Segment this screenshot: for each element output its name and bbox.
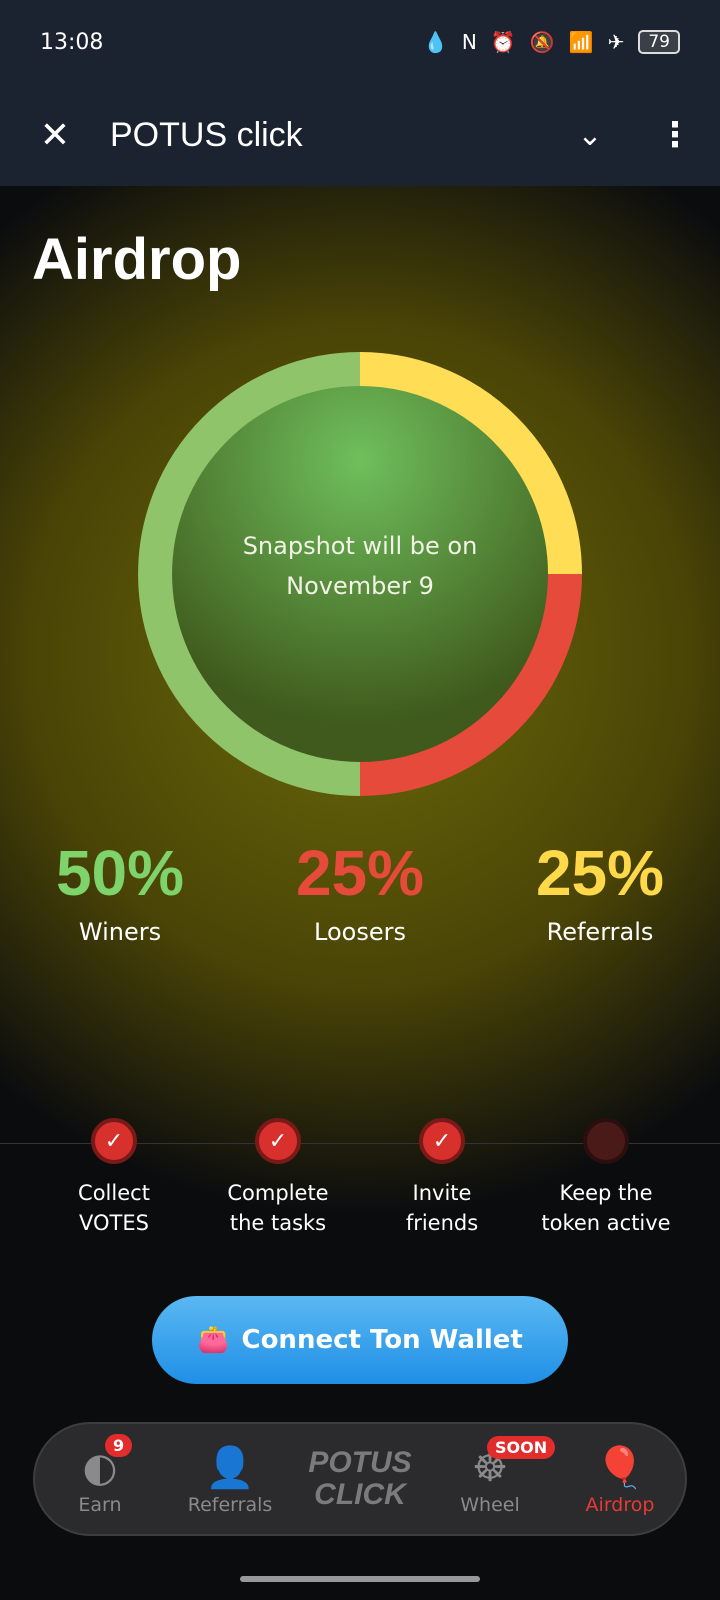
nav-label: Airdrop: [585, 1494, 655, 1516]
snapshot-text: Snapshot will be on November 9: [200, 526, 520, 606]
nav-referrals[interactable]: 👤 Referrals: [165, 1442, 295, 1516]
stats-row: 50% Winers 25% Loosers 25% Referrals: [0, 836, 720, 946]
airplane-icon: ✈: [607, 30, 625, 54]
step-label: VOTES: [79, 1211, 149, 1235]
nav-earn[interactable]: ◐ 9 Earn: [35, 1434, 165, 1516]
stat-label: Winers: [78, 918, 162, 946]
alarm-icon: ⏰: [490, 30, 516, 54]
donut-center: [170, 384, 550, 764]
step-label: Keep the: [559, 1181, 653, 1205]
stat-label: Loosers: [314, 918, 406, 946]
add-user-icon: 👤: [205, 1445, 255, 1491]
wifi-icon: 📶: [568, 30, 594, 54]
clock: 13:08: [40, 29, 104, 55]
balloons-icon: 🎈: [595, 1445, 645, 1491]
nav-airdrop[interactable]: 🎈 Airdrop: [555, 1442, 685, 1516]
status-bar: 13:08 💧 N ⏰ 🔕 📶 ✈ 79: [0, 0, 720, 84]
nav-home-logo[interactable]: POTUS CLICK: [295, 1447, 425, 1511]
check-icon: ✓: [255, 1118, 301, 1164]
steps-divider: [0, 1143, 720, 1144]
coins-icon: ◐: [82, 1445, 118, 1491]
check-icon: ✓: [91, 1118, 137, 1164]
drop-icon: 💧: [423, 30, 448, 54]
step-label: Invite: [412, 1181, 472, 1205]
app-title: POTUS click: [110, 115, 303, 154]
step-label: friends: [405, 1211, 479, 1235]
earn-badge: 9: [105, 1434, 133, 1457]
more-menu-button[interactable]: ⋮: [658, 115, 692, 155]
connect-wallet-button[interactable]: 👛 Connect Ton Wallet: [152, 1296, 568, 1384]
soon-badge: SOON: [487, 1436, 556, 1459]
donut-slice-referrals: [359, 352, 582, 575]
airdrop-page: Airdrop Snapshot will be on November 9 5…: [0, 186, 720, 1600]
distribution-donut: [138, 352, 582, 796]
app-bar: ✕ POTUS click ⌄ ⋮: [0, 84, 720, 186]
close-button[interactable]: ✕: [39, 114, 71, 156]
snapshot-date: November 9: [286, 572, 434, 600]
donut-slice-winers: [138, 352, 361, 796]
stat-label: Referrals: [546, 918, 654, 946]
logo-text: CLICK: [314, 1478, 406, 1511]
step-label: token active: [541, 1211, 671, 1235]
stat-pct: 25%: [295, 837, 425, 909]
page-title: Airdrop: [32, 227, 242, 292]
bell-off-icon: 🔕: [529, 30, 555, 54]
steps-list: ✓ Collect VOTES ✓ Complete the tasks ✓ Invite…: [32, 1118, 688, 1238]
stat-losers: 25% Loosers: [240, 836, 480, 946]
snapshot-line-1: Snapshot will be on: [242, 532, 478, 560]
nav-label: Earn: [78, 1494, 122, 1516]
step-label: the tasks: [229, 1211, 327, 1235]
stat-winners: 50% Winers: [0, 836, 240, 946]
step-item: ✓ Invite friends: [360, 1118, 524, 1238]
nav-wheel[interactable]: ☸ SOON Wheel: [425, 1436, 556, 1516]
step-item: Keep the token active: [524, 1118, 688, 1238]
bottom-nav: ◐ 9 Earn 👤 Referrals POTUS CLICK ☸ SOON Wheel …: [33, 1422, 687, 1536]
battery-icon: 79: [638, 30, 680, 54]
stat-pct: 50%: [55, 837, 185, 909]
step-label: Collect: [78, 1181, 150, 1205]
step-label: Complete: [227, 1181, 329, 1205]
home-indicator[interactable]: [240, 1576, 480, 1582]
chevron-down-icon[interactable]: ⌄: [577, 117, 603, 153]
nfc-icon: N: [461, 30, 477, 54]
nav-label: Wheel: [460, 1494, 520, 1516]
donut-slice-loosers: [359, 573, 582, 796]
step-item: ✓ Collect VOTES: [32, 1118, 196, 1238]
pending-dot-icon: [583, 1118, 629, 1164]
check-icon: ✓: [419, 1118, 465, 1164]
step-item: ✓ Complete the tasks: [196, 1118, 360, 1238]
logo-text: POTUS: [308, 1446, 412, 1479]
nav-label: Referrals: [187, 1494, 273, 1516]
stat-referrals: 25% Referrals: [480, 836, 720, 946]
stat-pct: 25%: [535, 837, 665, 909]
wallet-icon: 👛: [197, 1325, 230, 1355]
connect-wallet-label: Connect Ton Wallet: [241, 1325, 523, 1355]
